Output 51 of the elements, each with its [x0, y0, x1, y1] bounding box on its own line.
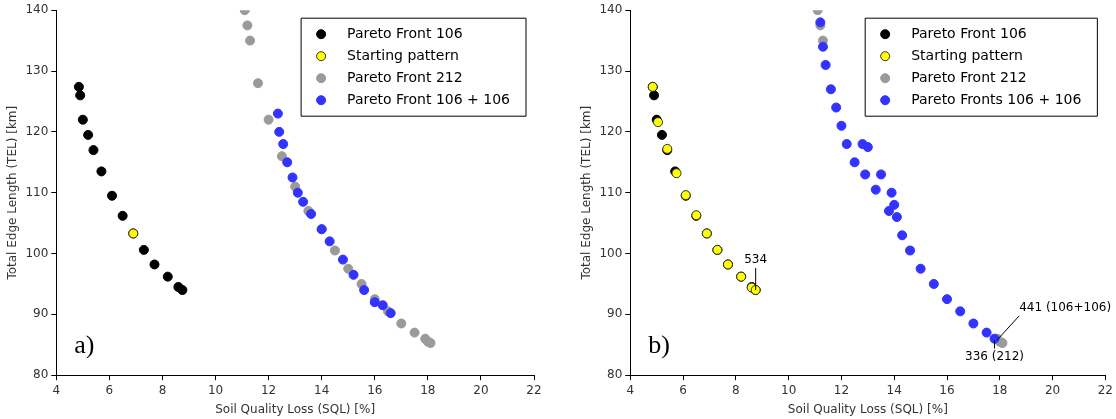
x-axis-title: Soil Quality Loss (SQL) [%]	[787, 401, 948, 416]
y-tick-label: 80	[607, 367, 623, 382]
y-tick-label: 100	[599, 245, 623, 260]
y-tick-label: 110	[25, 184, 49, 199]
x-tick-label: 4	[626, 382, 635, 397]
y-tick-label: 130	[599, 63, 623, 78]
annotation: a)	[74, 330, 95, 360]
y-tick-label: 120	[599, 123, 623, 138]
x-tick-label: 22	[526, 382, 542, 397]
x-tick-label: 10	[781, 382, 797, 397]
legend-label: Pareto Front 212	[911, 68, 1027, 85]
legend-label: Starting pattern	[347, 46, 459, 63]
y-tick-label: 90	[33, 306, 49, 321]
y-axis-title: Total Edge Length (TEL) [km]	[5, 105, 20, 281]
x-tick-label: 10	[207, 382, 224, 397]
y-tick-label: 90	[607, 306, 623, 321]
legend-label: Pareto Front 106	[911, 24, 1027, 41]
y-tick-label: 140	[599, 2, 623, 17]
x-tick-label: 14	[886, 382, 902, 397]
x-tick-label: 4	[52, 382, 61, 397]
x-tick-label: 16	[367, 382, 383, 397]
legend-label: Pareto Front 106	[347, 24, 463, 41]
y-tick-label: 120	[25, 123, 49, 138]
annotation: b)	[648, 330, 670, 360]
y-tick-label: 100	[25, 245, 49, 260]
annotation: 441 (106+106)	[1019, 300, 1112, 315]
y-tick-label: 80	[33, 367, 49, 382]
x-axis-title: Soil Quality Loss (SQL) [%]	[215, 401, 376, 416]
y-tick-label: 140	[25, 2, 49, 17]
x-tick-label: 18	[992, 382, 1008, 397]
x-tick-label: 22	[1097, 382, 1114, 397]
x-tick-label: 20	[473, 382, 489, 397]
legend-label: Pareto Front 212	[347, 68, 463, 85]
y-tick-label: 110	[599, 184, 623, 199]
annotation: 534	[744, 252, 768, 267]
annotation: 336 (212)	[965, 348, 1025, 363]
y-axis-title: Total Edge Length (TEL) [km]	[579, 105, 594, 281]
legend-label: Starting pattern	[911, 46, 1023, 63]
x-tick-label: 8	[732, 382, 740, 397]
x-tick-label: 14	[314, 382, 330, 397]
x-tick-label: 6	[105, 382, 114, 397]
x-tick-label: 6	[679, 382, 687, 397]
legend-label: Pareto Fronts 106 + 106	[911, 90, 1082, 107]
x-tick-label: 20	[1044, 382, 1061, 397]
y-tick-label: 130	[25, 63, 49, 78]
x-tick-label: 16	[939, 382, 955, 397]
x-tick-label: 12	[833, 382, 850, 397]
x-tick-label: 8	[158, 382, 167, 397]
legend-label: Pareto Front 106 + 106	[347, 90, 511, 107]
x-tick-label: 12	[260, 382, 277, 397]
x-tick-label: 18	[420, 382, 436, 397]
